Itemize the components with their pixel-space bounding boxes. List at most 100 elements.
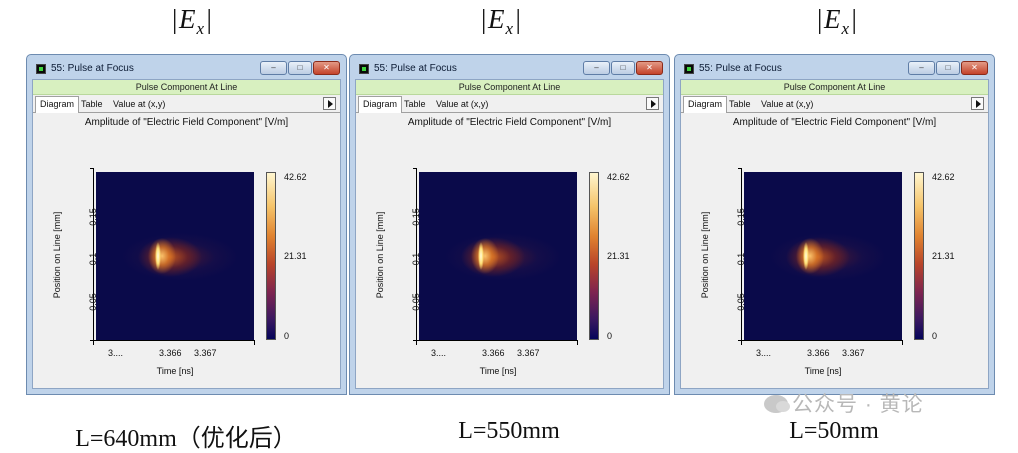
window-client: Pulse Component At Line Diagram Table Va… xyxy=(355,79,664,389)
pulse-window-1[interactable]: 55: Pulse at Focus – □ ✕ Pulse Component… xyxy=(26,54,347,395)
tab-value-at-xy[interactable]: Value at (x,y) xyxy=(113,99,166,109)
plot-title: Amplitude of "Electric Field Component" … xyxy=(732,117,937,128)
app-icon xyxy=(684,64,694,74)
y-tick-label: 0.15 xyxy=(411,208,421,226)
window-client: Pulse Component At Line Diagram Table Va… xyxy=(680,79,989,389)
x-axis xyxy=(93,340,255,341)
close-button[interactable]: ✕ xyxy=(961,61,988,75)
column-title-1: |Ex| xyxy=(170,4,214,38)
tab-diagram[interactable]: Diagram xyxy=(683,96,728,113)
y-axis-title: Position on Line [mm] xyxy=(52,211,62,299)
tab-table[interactable]: Table xyxy=(81,99,103,109)
pulse-window-2[interactable]: 55: Pulse at Focus – □ ✕ Pulse Component… xyxy=(349,54,670,395)
heatmap-image[interactable] xyxy=(96,172,254,340)
y-tick xyxy=(738,168,742,169)
y-tick xyxy=(738,340,742,341)
y-axis-title: Position on Line [mm] xyxy=(375,211,385,299)
window-title: 55: Pulse at Focus xyxy=(699,63,782,74)
tab-table[interactable]: Table xyxy=(729,99,751,109)
diagram-panel: Amplitude of "Electric Field Component" … xyxy=(682,113,987,387)
window-titlebar[interactable]: 55: Pulse at Focus – □ ✕ xyxy=(27,55,346,79)
wechat-icon xyxy=(764,395,790,413)
window-title: 55: Pulse at Focus xyxy=(51,63,134,74)
y-tick-label: 0.15 xyxy=(88,208,98,226)
section-header: Pulse Component At Line xyxy=(33,80,340,95)
x-tick-label: 3.366 xyxy=(159,348,182,358)
x-tick xyxy=(93,341,94,345)
window-title: 55: Pulse at Focus xyxy=(374,63,457,74)
minimize-button[interactable]: – xyxy=(260,61,287,75)
colorbar-mid-label: 21.31 xyxy=(284,251,307,261)
app-icon xyxy=(36,64,46,74)
y-tick-label: 0.1 xyxy=(88,252,98,266)
x-tick-label: 3.366 xyxy=(482,348,505,358)
window-titlebar[interactable]: 55: Pulse at Focus – □ ✕ xyxy=(350,55,669,79)
x-tick-label: 3.367 xyxy=(517,348,540,358)
pulse-window-3[interactable]: 55: Pulse at Focus – □ ✕ Pulse Component… xyxy=(674,54,995,395)
close-button[interactable]: ✕ xyxy=(313,61,340,75)
colorbar xyxy=(266,172,276,340)
y-axis xyxy=(416,168,417,340)
watermark: 公众号 · 黄论 xyxy=(764,388,924,418)
section-header: Pulse Component At Line xyxy=(681,80,988,95)
colorbar-mid-label: 21.31 xyxy=(932,251,955,261)
x-axis xyxy=(416,340,578,341)
colorbar-min-label: 0 xyxy=(607,331,613,341)
maximize-button[interactable]: □ xyxy=(936,61,960,75)
maximize-button[interactable]: □ xyxy=(611,61,635,75)
plot-title: Amplitude of "Electric Field Component" … xyxy=(84,117,289,128)
x-axis xyxy=(741,340,903,341)
y-axis xyxy=(741,168,742,340)
y-tick-label: 0.15 xyxy=(736,208,746,226)
colorbar-mid-label: 21.31 xyxy=(607,251,630,261)
x-tick xyxy=(741,341,742,345)
close-button[interactable]: ✕ xyxy=(636,61,663,75)
colorbar xyxy=(589,172,599,340)
window-titlebar[interactable]: 55: Pulse at Focus – □ ✕ xyxy=(675,55,994,79)
colorbar xyxy=(914,172,924,340)
y-tick xyxy=(90,340,94,341)
tab-table[interactable]: Table xyxy=(404,99,426,109)
maximize-button[interactable]: □ xyxy=(288,61,312,75)
tab-scroll-arrow-icon[interactable] xyxy=(646,97,659,110)
watermark-text: 公众号 · 黄论 xyxy=(792,393,924,416)
section-header: Pulse Component At Line xyxy=(356,80,663,95)
x-tick-label: 3.366 xyxy=(807,348,830,358)
y-tick xyxy=(90,168,94,169)
colorbar-max-label: 42.62 xyxy=(607,172,630,182)
x-tick-label: 3.... xyxy=(431,348,447,358)
y-tick xyxy=(413,168,417,169)
heatmap-image[interactable] xyxy=(744,172,902,340)
tab-value-at-xy[interactable]: Value at (x,y) xyxy=(436,99,489,109)
x-tick-label: 3.367 xyxy=(842,348,865,358)
diagram-panel: Amplitude of "Electric Field Component" … xyxy=(357,113,662,387)
colorbar-max-label: 42.62 xyxy=(284,172,307,182)
y-tick-label: 0.05 xyxy=(88,293,98,311)
y-tick-label: 0.05 xyxy=(411,293,421,311)
tab-value-at-xy[interactable]: Value at (x,y) xyxy=(761,99,814,109)
tab-diagram[interactable]: Diagram xyxy=(358,96,403,113)
window-client: Pulse Component At Line Diagram Table Va… xyxy=(32,79,341,389)
heatmap-image[interactable] xyxy=(419,172,577,340)
plot-title: Amplitude of "Electric Field Component" … xyxy=(407,117,612,128)
x-tick xyxy=(416,341,417,345)
x-tick-label: 3.... xyxy=(108,348,124,358)
x-tick xyxy=(902,341,903,345)
minimize-button[interactable]: – xyxy=(583,61,610,75)
column-title-3: |Ex| xyxy=(815,4,859,38)
minimize-button[interactable]: – xyxy=(908,61,935,75)
caption-3: L=50mm xyxy=(789,418,879,444)
y-tick xyxy=(413,340,417,341)
tab-diagram[interactable]: Diagram xyxy=(35,96,80,113)
x-axis-title: Time [ns] xyxy=(156,366,194,376)
tab-scroll-arrow-icon[interactable] xyxy=(323,97,336,110)
colorbar-min-label: 0 xyxy=(932,331,938,341)
y-tick-label: 0.05 xyxy=(736,293,746,311)
x-tick xyxy=(577,341,578,345)
app-icon xyxy=(359,64,369,74)
diagram-panel: Amplitude of "Electric Field Component" … xyxy=(34,113,339,387)
x-axis-title: Time [ns] xyxy=(804,366,842,376)
x-tick-label: 3.367 xyxy=(194,348,217,358)
tab-scroll-arrow-icon[interactable] xyxy=(971,97,984,110)
x-tick-label: 3.... xyxy=(756,348,772,358)
